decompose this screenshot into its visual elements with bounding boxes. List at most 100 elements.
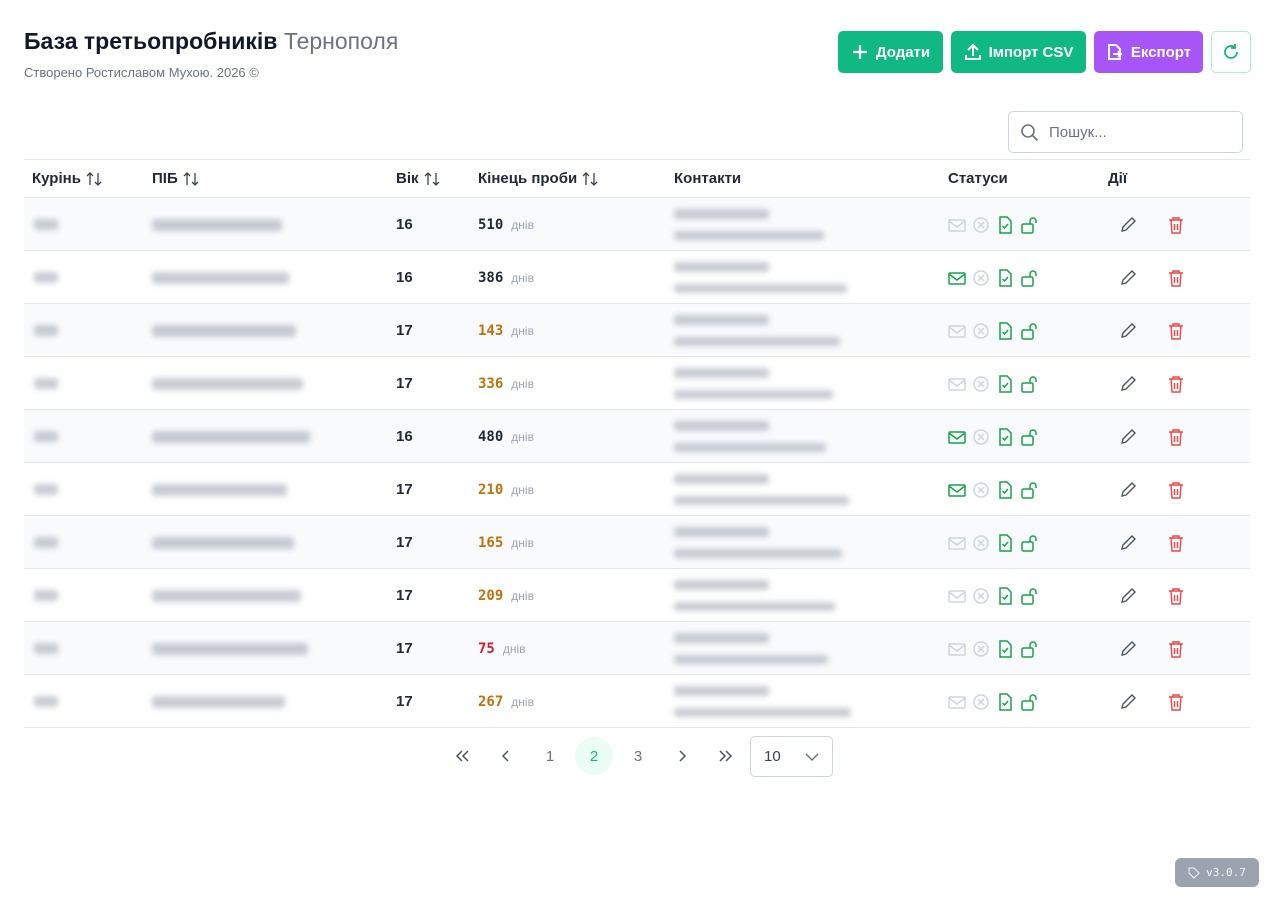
sort-icon (581, 170, 599, 188)
email-status-svg (948, 642, 966, 656)
blurred-kurin (34, 378, 58, 389)
import-button[interactable]: Імпорт CSV (951, 31, 1086, 73)
edit-button-svg (1121, 693, 1136, 709)
edit-button[interactable] (1119, 322, 1137, 340)
email-status-svg (948, 271, 966, 285)
search-placeholder: Пошук... (1049, 123, 1107, 141)
trial-end: 209 днів (478, 569, 534, 622)
delete-button[interactable] (1167, 481, 1185, 499)
statuses (948, 251, 1038, 304)
days-unit: днів (511, 270, 534, 285)
export-button[interactable]: Експорт (1094, 31, 1203, 73)
actions (1119, 569, 1185, 622)
column-header[interactable]: Вік (396, 160, 441, 197)
search-input[interactable]: Пошук... (1008, 111, 1243, 153)
edit-button[interactable] (1119, 693, 1137, 711)
edit-button[interactable] (1119, 481, 1137, 499)
delete-button[interactable] (1167, 534, 1185, 552)
delete-button[interactable] (1167, 375, 1185, 393)
reject-status-svg (973, 640, 989, 657)
doc-status-svg (999, 639, 1012, 658)
delete-button[interactable] (1167, 322, 1185, 340)
actions (1119, 675, 1185, 728)
edit-button-svg (1121, 216, 1136, 232)
title-accent: Тернополя (283, 28, 399, 54)
page-size: 10 (764, 748, 781, 765)
delete-button[interactable] (1167, 269, 1185, 287)
lock-status-svg (1021, 428, 1037, 446)
table-row: 17 143 днів (24, 303, 1250, 356)
delete-button-svg (1169, 481, 1183, 499)
table-row: 16 480 днів (24, 409, 1250, 462)
sort-icon (182, 170, 200, 188)
trial-end: 480 днів (478, 410, 534, 463)
doc-status-svg (999, 427, 1012, 446)
email-status-svg (948, 430, 966, 444)
delete-button[interactable] (1167, 428, 1185, 446)
age: 17 (396, 693, 413, 710)
days-unit: днів (511, 323, 534, 338)
delete-button-svg (1169, 534, 1183, 552)
edit-button[interactable] (1119, 587, 1137, 605)
lock-status (1020, 375, 1038, 393)
days-unit: днів (502, 641, 526, 656)
lock-status (1020, 534, 1038, 552)
edit-button[interactable] (1119, 216, 1137, 234)
column-label: ПІБ (152, 170, 178, 187)
blurred-email (674, 496, 849, 505)
delete-button[interactable] (1167, 640, 1185, 658)
upload-icon (964, 43, 981, 60)
page-number[interactable]: 2 (575, 737, 613, 775)
column-header[interactable]: Курінь (32, 160, 103, 197)
refresh-button[interactable] (1211, 31, 1251, 73)
lock-status (1020, 269, 1038, 287)
search-icon (1021, 124, 1039, 142)
blurred-phone (674, 633, 769, 643)
email-status (948, 587, 966, 605)
trial-end: 165 днів (478, 516, 534, 569)
days-value: 75 (478, 640, 495, 657)
blurred-kurin (34, 537, 58, 548)
lock-status-svg (1021, 216, 1037, 234)
delete-button[interactable] (1167, 693, 1185, 711)
prev-page[interactable] (497, 747, 515, 765)
edit-button[interactable] (1119, 534, 1137, 552)
page-number[interactable]: 1 (545, 747, 555, 765)
reject-status-svg (973, 481, 989, 498)
delete-button[interactable] (1167, 587, 1185, 605)
delete-button[interactable] (1167, 216, 1185, 234)
age: 16 (396, 269, 413, 286)
blurred-kurin (34, 643, 58, 654)
last-page[interactable] (717, 747, 735, 765)
first-page[interactable] (453, 747, 471, 765)
add-button[interactable]: Додати (838, 31, 943, 73)
trial-end: 510 днів (478, 198, 534, 251)
blurred-email (674, 231, 824, 240)
blurred-email (674, 602, 835, 611)
next-page[interactable] (673, 747, 691, 765)
plus-icon (852, 45, 867, 59)
age: 17 (396, 534, 413, 551)
edit-button-svg (1121, 428, 1136, 444)
days-unit: днів (511, 482, 534, 497)
blurred-name (152, 219, 282, 231)
edit-button[interactable] (1119, 640, 1137, 658)
blurred-kurin (34, 696, 58, 707)
doc-status-svg (999, 215, 1012, 234)
page-size-select[interactable]: 10 (750, 736, 833, 777)
page-number[interactable]: 3 (633, 747, 643, 765)
days-value: 267 (478, 693, 504, 710)
delete-button-svg (1169, 693, 1183, 711)
edit-button[interactable] (1119, 375, 1137, 393)
edit-button[interactable] (1119, 269, 1137, 287)
sort-icon-svg (424, 171, 439, 186)
reject-status-svg (973, 428, 989, 445)
statuses (948, 357, 1038, 410)
doc-status (996, 268, 1014, 287)
column-header[interactable]: Кінець проби (478, 160, 599, 197)
table-row: 16 510 днів (24, 197, 1250, 250)
edit-button[interactable] (1119, 428, 1137, 446)
trial-end: 143 днів (478, 304, 534, 357)
blurred-email (674, 337, 840, 346)
column-header[interactable]: ПІБ (152, 160, 200, 197)
